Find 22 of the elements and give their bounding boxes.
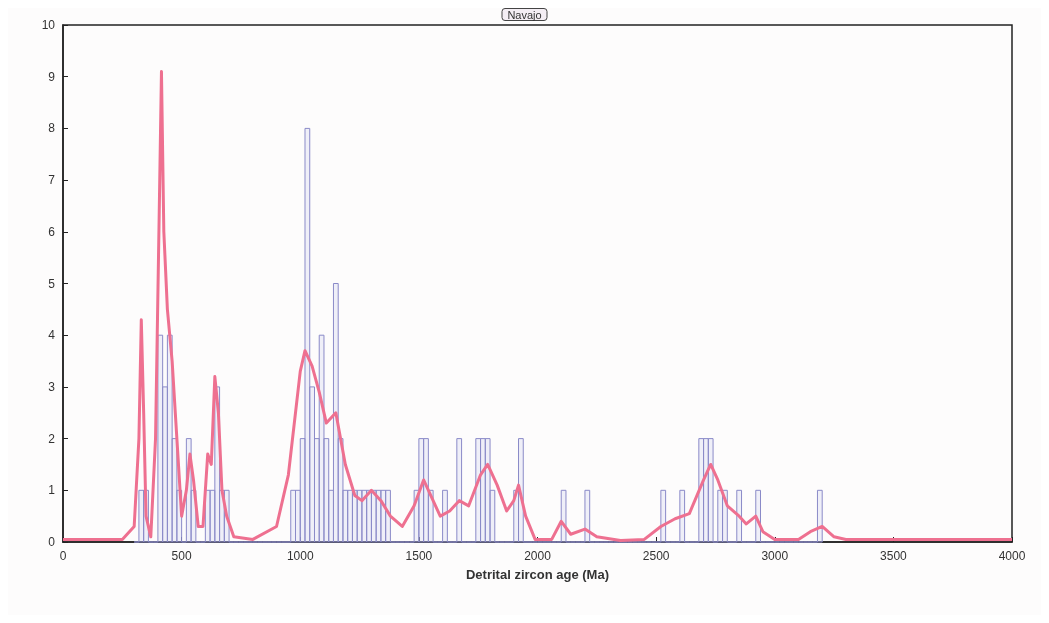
- y-tick-label: 0: [48, 535, 56, 549]
- x-tick-label: 3000: [761, 549, 789, 563]
- y-tick-label: 1: [48, 483, 56, 498]
- y-tick-label: 3: [48, 379, 56, 394]
- y-tick-label: 7: [48, 173, 56, 188]
- x-tick-label: 1500: [405, 549, 433, 563]
- y-tick-label: 4: [48, 328, 56, 343]
- x-tick-label: 4000: [998, 549, 1026, 563]
- y-tick-label: 10: [41, 18, 56, 32]
- y-tick-label: 2: [48, 431, 56, 446]
- x-tick-label: 1000: [286, 549, 314, 563]
- chart-title: Navajo: [507, 8, 542, 21]
- y-tick-label: 6: [48, 224, 56, 239]
- x-axis-title: Detrital zircon age (Ma): [465, 567, 610, 582]
- x-tick-label: 0: [59, 549, 67, 563]
- y-tick-label: 9: [48, 69, 56, 84]
- y-tick-label: 8: [48, 121, 56, 136]
- x-tick-label: 3500: [880, 549, 908, 563]
- x-tick-label: 2500: [642, 549, 670, 563]
- y-tick-label: 5: [48, 276, 56, 291]
- x-tick-label: 2000: [524, 549, 552, 563]
- x-tick-label: 500: [171, 549, 192, 563]
